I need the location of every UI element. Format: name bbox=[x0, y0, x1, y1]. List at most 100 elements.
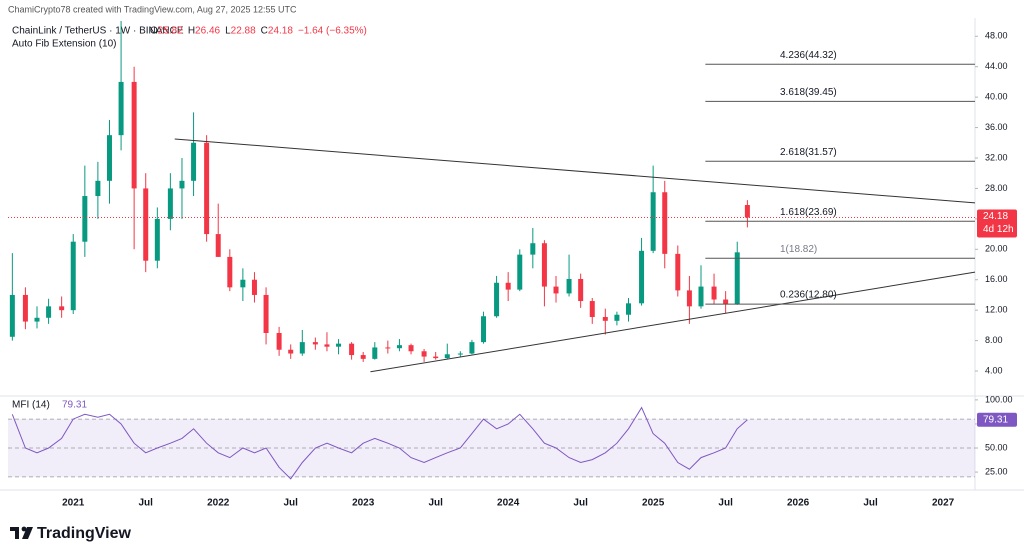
candle-body bbox=[154, 218, 160, 261]
candle-body bbox=[408, 345, 414, 352]
candle-body bbox=[517, 254, 523, 290]
y-tick-label: 48.00 bbox=[985, 31, 1008, 41]
candle-body bbox=[372, 347, 378, 359]
price-label: 24.18 bbox=[983, 211, 1008, 222]
candle-body bbox=[530, 243, 536, 255]
candle-body bbox=[82, 196, 88, 242]
candle-body bbox=[251, 279, 257, 295]
candle-body bbox=[553, 286, 559, 294]
ohlc-value: 25.82 bbox=[158, 26, 183, 37]
fib-label: 4.236(44.32) bbox=[780, 50, 837, 61]
candle-body bbox=[614, 314, 620, 321]
candle-body bbox=[444, 354, 450, 359]
candle-body bbox=[421, 351, 427, 357]
candle-body bbox=[744, 205, 750, 218]
x-tick-label: 2023 bbox=[352, 498, 375, 509]
x-tick-label: 2021 bbox=[62, 498, 85, 509]
candle-body bbox=[118, 81, 124, 136]
candle-body bbox=[312, 342, 318, 345]
candle-body bbox=[204, 142, 210, 235]
candle-body bbox=[566, 278, 572, 294]
price-box bbox=[977, 209, 1017, 238]
candle-body bbox=[22, 294, 28, 322]
candle-body bbox=[457, 353, 463, 355]
brand: TradingView bbox=[37, 525, 132, 542]
indicator-name: Auto Fib Extension (10) bbox=[12, 39, 117, 50]
candle-body bbox=[106, 135, 112, 181]
fib-label: 1.618(23.69) bbox=[780, 207, 837, 218]
candle-body bbox=[324, 344, 330, 347]
x-tick-label: Jul bbox=[428, 498, 443, 509]
y-tick-label: 36.00 bbox=[985, 122, 1008, 132]
candle-body bbox=[469, 342, 475, 354]
candle-body bbox=[240, 279, 246, 288]
candle-body bbox=[59, 306, 65, 311]
y-tick-label: 44.00 bbox=[985, 61, 1008, 71]
logo bbox=[10, 526, 33, 539]
y-tick-label: 20.00 bbox=[985, 244, 1008, 254]
candle-body bbox=[650, 192, 656, 251]
y-tick-label: 50.00 bbox=[985, 442, 1008, 452]
candle-body bbox=[191, 142, 197, 181]
candle-body bbox=[70, 241, 76, 311]
candle-body bbox=[662, 192, 668, 254]
ohlc-value: 24.18 bbox=[268, 26, 293, 37]
candle-body bbox=[263, 294, 269, 333]
logo-part bbox=[21, 526, 27, 532]
candle-body bbox=[639, 250, 645, 304]
candle-body bbox=[578, 278, 584, 302]
candle-body bbox=[215, 234, 221, 257]
candle-body bbox=[541, 243, 547, 287]
candle-body bbox=[143, 188, 149, 261]
candle-body bbox=[711, 286, 717, 300]
candle-body bbox=[288, 349, 294, 354]
price-change: −1.64 (−6.35%) bbox=[298, 26, 367, 37]
y-tick-label: 16.00 bbox=[985, 274, 1008, 284]
countdown: 4d 12h bbox=[983, 224, 1014, 235]
x-tick-label: Jul bbox=[283, 498, 298, 509]
mfi-line bbox=[11, 406, 748, 480]
candle-body bbox=[698, 286, 704, 307]
candle-body bbox=[734, 252, 740, 305]
y-tick-label: 8.00 bbox=[985, 335, 1003, 345]
candle-body bbox=[276, 332, 282, 350]
x-tick-label: 2024 bbox=[497, 498, 520, 509]
fib-label: 0.236(12.80) bbox=[780, 290, 837, 301]
ohlc-prefix: C bbox=[261, 26, 268, 37]
candle-body bbox=[433, 356, 439, 359]
candle-body bbox=[396, 345, 402, 349]
candle-body bbox=[589, 301, 595, 318]
trendline bbox=[174, 138, 976, 204]
ohlc-prefix: O bbox=[150, 26, 158, 37]
logo-part bbox=[22, 527, 33, 539]
candle-body bbox=[34, 317, 40, 322]
mfi-value-box bbox=[977, 412, 1017, 427]
mfi-title: MFI (14) bbox=[12, 400, 50, 411]
y-tick-label: 25.00 bbox=[985, 466, 1008, 476]
symbol-title: ChainLink / TetherUS · 1W · BINANCE bbox=[12, 26, 184, 37]
y-tick-label: 40.00 bbox=[985, 92, 1008, 102]
candle-body bbox=[675, 253, 681, 291]
candle-body bbox=[723, 299, 729, 305]
candle-body bbox=[299, 342, 305, 354]
candle-body bbox=[626, 303, 632, 315]
candle-body bbox=[336, 343, 342, 347]
x-tick-label: 2022 bbox=[207, 498, 230, 509]
y-tick-label: 100.00 bbox=[985, 394, 1013, 404]
fib-label: 3.618(39.45) bbox=[780, 87, 837, 98]
mfi-value-label: 79.31 bbox=[983, 414, 1008, 425]
ohlc-prefix: L bbox=[225, 26, 231, 37]
x-tick-label: Jul bbox=[573, 498, 588, 509]
candle-body bbox=[602, 317, 608, 321]
candle-body bbox=[95, 180, 101, 197]
y-tick-label: 28.00 bbox=[985, 183, 1008, 193]
candle-body bbox=[227, 256, 233, 288]
ohlc-prefix: H bbox=[188, 26, 195, 37]
logo-part bbox=[10, 527, 19, 531]
candle-body bbox=[9, 294, 15, 337]
logo-part bbox=[15, 527, 19, 539]
candle-body bbox=[131, 81, 137, 189]
candle-body bbox=[349, 343, 355, 356]
